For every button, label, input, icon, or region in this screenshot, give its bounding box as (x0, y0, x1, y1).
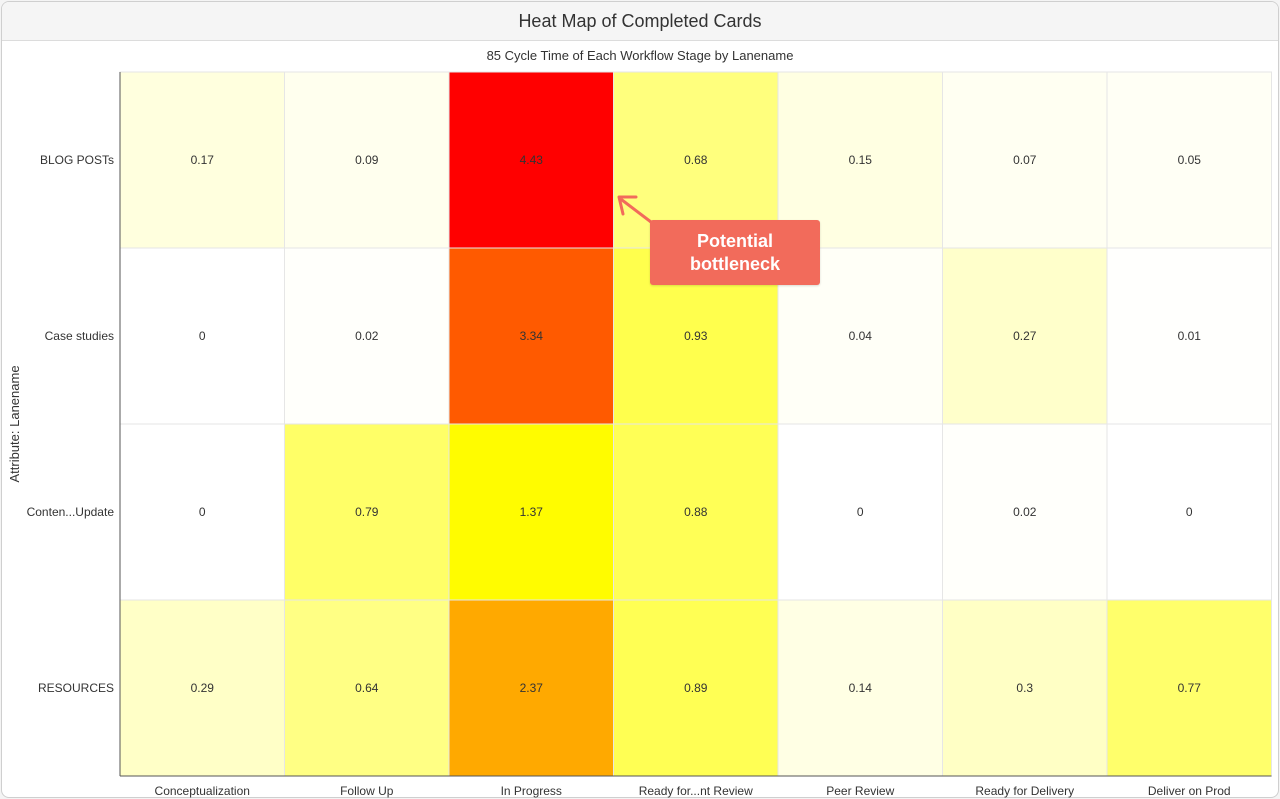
y-axis-title: Attribute: Lanename (7, 365, 22, 482)
x-tick-label: Conceptualization (155, 784, 250, 798)
heatmap-cell (613, 423, 779, 601)
heatmap-cell (1106, 71, 1272, 249)
cell-value-label: 0.14 (849, 681, 873, 695)
heatmap-cell (942, 599, 1108, 777)
heatmap-cell (284, 71, 450, 249)
callout-line-2: bottleneck (689, 253, 781, 274)
cell-value-label: 0.05 (1178, 153, 1202, 167)
heatmap-cell (119, 599, 285, 777)
cell-value-label: 0.27 (1013, 329, 1037, 343)
cell-value-label: 0.02 (355, 329, 379, 343)
cell-value-label: 0.77 (1178, 681, 1202, 695)
cell-value-label: 0.3 (1016, 681, 1033, 695)
heatmap-cell (284, 599, 450, 777)
cell-value-label: 0.79 (355, 505, 379, 519)
cell-value-label: 0.02 (1013, 505, 1037, 519)
y-tick-label: RESOURCES (38, 681, 114, 695)
heatmap-cell (448, 599, 614, 777)
cell-value-label: 0 (1186, 505, 1193, 519)
cell-value-label: 4.43 (520, 153, 544, 167)
cell-value-label: 0 (199, 329, 206, 343)
y-tick-label: Conten...Update (27, 505, 115, 519)
x-tick-label: Follow Up (340, 784, 394, 798)
x-tick-label: Ready for Delivery (975, 784, 1074, 798)
y-tick-label: Case studies (45, 329, 114, 343)
cell-value-label: 0.64 (355, 681, 379, 695)
cell-value-label: 0.17 (191, 153, 215, 167)
y-tick-label: BLOG POSTs (40, 153, 114, 167)
cell-value-label: 0.07 (1013, 153, 1037, 167)
heatmap-cell (448, 71, 614, 249)
cell-value-label: 0.29 (191, 681, 215, 695)
window-title: Heat Map of Completed Cards (2, 2, 1278, 41)
heatmap-cell (284, 247, 450, 425)
chart-title: 85 Cycle Time of Each Workflow Stage by … (486, 48, 794, 63)
cell-value-label: 0.15 (849, 153, 873, 167)
callout-arrow-line (620, 198, 653, 224)
heatmap-cell (777, 423, 943, 601)
heatmap-cell (942, 423, 1108, 601)
cell-value-label: 0.09 (355, 153, 379, 167)
heatmap-cell (613, 71, 779, 249)
cell-value-label: 0.89 (684, 681, 708, 695)
cell-value-label: 0 (199, 505, 206, 519)
heatmap-cell (942, 247, 1108, 425)
heatmap-cell (119, 423, 285, 601)
heatmap-cell (119, 71, 285, 249)
callout-arrow-head (617, 195, 638, 216)
heatmap-cell (1106, 423, 1272, 601)
cell-value-label: 0.88 (684, 505, 708, 519)
cell-value-label: 0.68 (684, 153, 708, 167)
heatmap-cell (284, 423, 450, 601)
cell-value-label: 0 (857, 505, 864, 519)
cell-value-label: 3.34 (520, 329, 544, 343)
bottleneck-callout: Potential bottleneck (650, 220, 820, 285)
heatmap-cell (942, 71, 1108, 249)
cell-value-label: 2.37 (520, 681, 544, 695)
cell-value-label: 0.93 (684, 329, 708, 343)
cell-value-label: 0.04 (849, 329, 873, 343)
heatmap-cell (1106, 247, 1272, 425)
x-tick-label: In Progress (501, 784, 562, 798)
x-tick-label: Peer Review (826, 784, 894, 798)
heatmap-cell (777, 71, 943, 249)
heatmap-cell (1106, 599, 1272, 777)
heatmap-cell (448, 423, 614, 601)
cell-value-label: 1.37 (520, 505, 544, 519)
callout-line-1: Potential (696, 230, 773, 251)
x-tick-label: Ready for...nt Review (639, 784, 753, 798)
cell-value-label: 0.01 (1178, 329, 1202, 343)
heatmap-cell (448, 247, 614, 425)
x-tick-label: Deliver on Prod (1148, 784, 1231, 798)
